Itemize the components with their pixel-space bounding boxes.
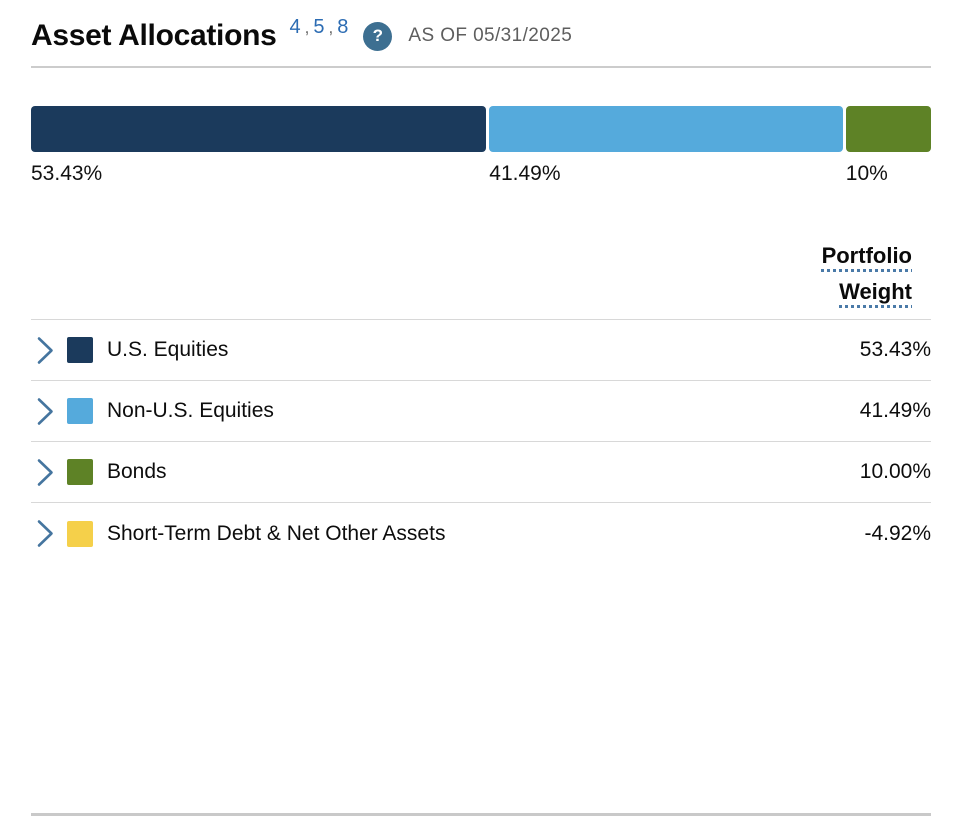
allocation-stacked-bar bbox=[31, 106, 931, 152]
footnote-link-5[interactable]: 5 bbox=[313, 15, 325, 38]
asset-allocations-panel: Asset Allocations 4,5,8 ? AS OF 05/31/20… bbox=[0, 10, 962, 816]
color-swatch bbox=[67, 337, 93, 363]
row-weight-value: 41.49% bbox=[859, 399, 931, 422]
bar-label-bonds: 10% bbox=[845, 162, 888, 185]
table-header-row: Portfolio Weight bbox=[31, 238, 931, 320]
bar-label-us-equities: 53.43% bbox=[31, 162, 103, 185]
table-row-us-equities[interactable]: U.S. Equities 53.43% bbox=[31, 320, 931, 381]
allocation-table: Portfolio Weight U.S. Equities 53.43% No… bbox=[31, 238, 931, 564]
bar-label-non-us-equities: 41.49% bbox=[489, 162, 561, 185]
color-swatch bbox=[67, 398, 93, 424]
bar-segment-us-equities bbox=[31, 106, 487, 152]
footnote-link-8[interactable]: 8 bbox=[337, 15, 349, 38]
footnote-link-4[interactable]: 4 bbox=[289, 15, 301, 38]
table-row-non-us-equities[interactable]: Non-U.S. Equities 41.49% bbox=[31, 381, 931, 442]
header-divider bbox=[31, 66, 931, 68]
footnote-separator: , bbox=[304, 17, 310, 37]
table-row-short-term-debt[interactable]: Short-Term Debt & Net Other Assets -4.92… bbox=[31, 503, 931, 564]
color-swatch bbox=[67, 520, 93, 547]
row-weight-value: 10.00% bbox=[859, 460, 931, 483]
chevron-right-icon[interactable] bbox=[37, 519, 54, 548]
table-row-bonds[interactable]: Bonds 10.00% bbox=[31, 442, 931, 503]
help-icon[interactable]: ? bbox=[363, 21, 393, 51]
row-label: Non-U.S. Equities bbox=[107, 399, 274, 422]
row-weight-value: -4.92% bbox=[864, 521, 931, 545]
bottom-divider bbox=[31, 813, 931, 816]
chevron-right-icon[interactable] bbox=[37, 336, 54, 365]
allocation-bar-labels: 53.43% 41.49% 10% bbox=[31, 162, 931, 186]
panel-header: Asset Allocations 4,5,8 ? AS OF 05/31/20… bbox=[31, 10, 931, 62]
row-label: Bonds bbox=[107, 460, 167, 483]
chevron-right-icon[interactable] bbox=[37, 397, 54, 426]
portfolio-weight-header: Portfolio Weight bbox=[821, 243, 912, 304]
row-weight-value: 53.43% bbox=[859, 338, 931, 361]
page-title: Asset Allocations bbox=[31, 19, 277, 52]
row-label: U.S. Equities bbox=[107, 338, 229, 361]
color-swatch bbox=[67, 459, 93, 485]
row-label: Short-Term Debt & Net Other Assets bbox=[107, 521, 446, 545]
footnote-separator: , bbox=[328, 17, 334, 37]
as-of-date: AS OF 05/31/2025 bbox=[408, 25, 573, 46]
bar-segment-bonds bbox=[845, 106, 931, 152]
footnote-links: 4,5,8 bbox=[290, 16, 349, 39]
bar-segment-non-us-equities bbox=[489, 106, 843, 152]
chevron-right-icon[interactable] bbox=[37, 458, 54, 487]
